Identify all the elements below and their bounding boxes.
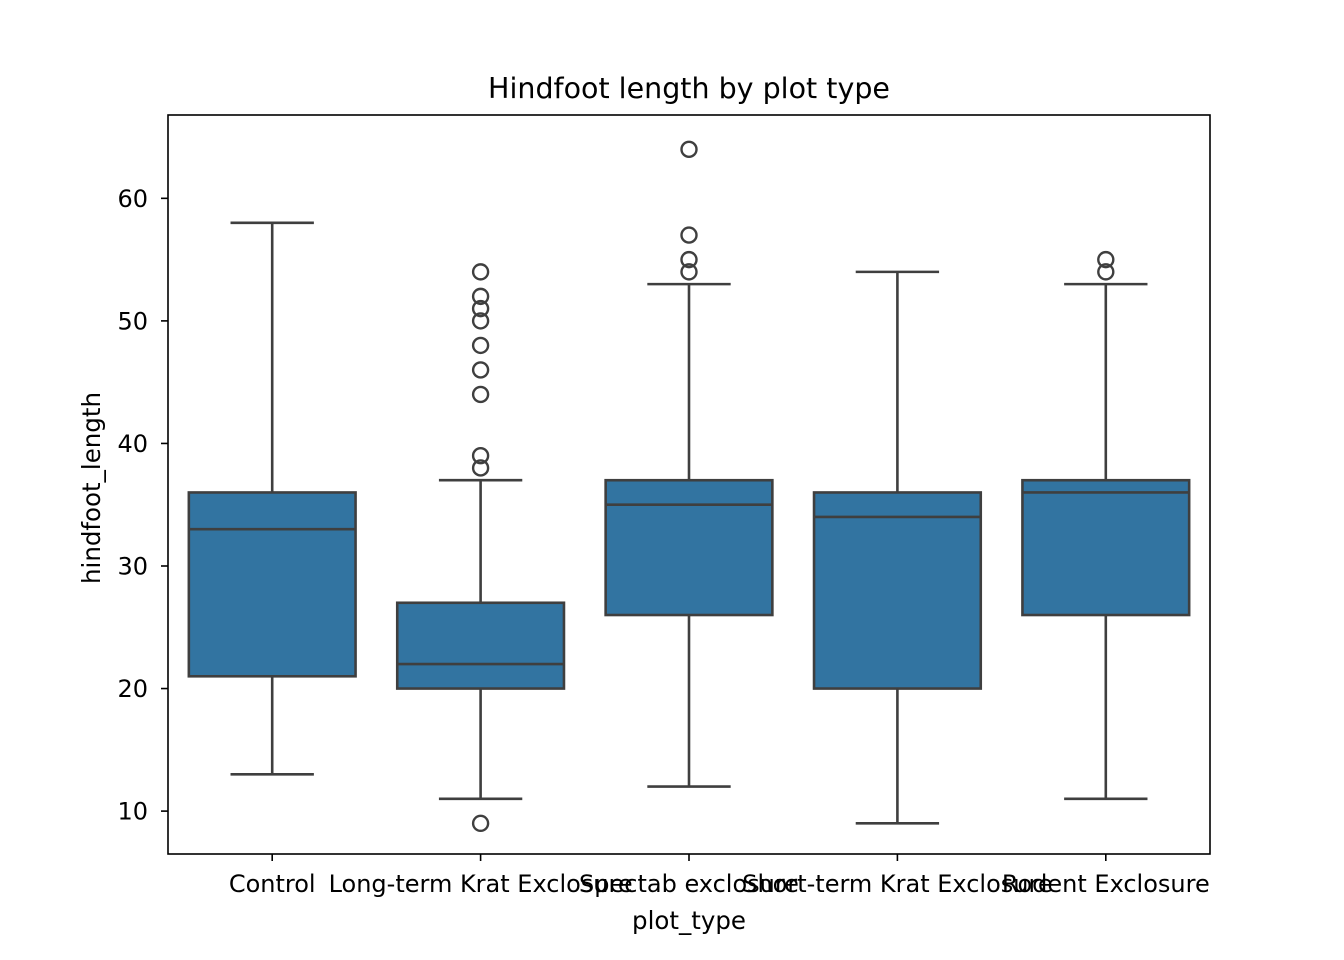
outlier-point <box>1097 250 1115 269</box>
outlier-point <box>680 140 698 159</box>
iqr-box <box>1021 478 1191 617</box>
outlier-point <box>471 814 490 833</box>
y-tick-label: 50 <box>117 307 148 335</box>
y-tick-label: 60 <box>117 185 148 213</box>
outlier-point <box>471 312 490 330</box>
outlier-point <box>471 385 490 404</box>
box-group <box>812 270 983 825</box>
y-axis: 10 20 30 40 50 60 <box>117 185 168 826</box>
plot-area <box>187 140 1191 833</box>
chart-title: Hindfoot length by plot type <box>488 72 890 105</box>
x-axis-label: plot_type <box>632 906 746 935</box>
outlier-point <box>1097 263 1115 281</box>
iqr-box <box>187 491 357 678</box>
y-tick-label: 30 <box>117 552 148 580</box>
outlier-point <box>680 263 698 281</box>
x-tick-label: Long-term Krat Exclosure <box>329 870 633 898</box>
y-axis-label: hindfoot_length <box>77 392 106 584</box>
outlier-point <box>680 250 698 269</box>
y-tick-label: 20 <box>117 675 148 703</box>
y-tick-label: 40 <box>117 430 148 458</box>
x-tick-label: Spectab exclosure <box>579 870 799 898</box>
box-group <box>395 263 566 833</box>
outlier-point <box>471 446 490 465</box>
x-tick-label: Rodent Exclosure <box>1002 870 1210 898</box>
x-tick-label: Control <box>229 870 316 898</box>
outlier-point <box>471 336 490 355</box>
x-tick-label: Short-term Krat Exclosure <box>742 870 1052 898</box>
outlier-point <box>471 459 490 477</box>
outlier-point <box>471 361 490 379</box>
outlier-point <box>471 287 490 306</box>
box-group <box>187 221 357 776</box>
outlier-point <box>471 299 490 318</box>
iqr-box <box>812 491 983 690</box>
box-group <box>604 140 774 788</box>
outlier-point <box>471 263 490 281</box>
iqr-box <box>395 601 566 690</box>
iqr-box <box>604 478 774 617</box>
y-tick-label: 10 <box>117 798 148 826</box>
box-group <box>1021 250 1191 801</box>
outlier-point <box>680 226 698 244</box>
